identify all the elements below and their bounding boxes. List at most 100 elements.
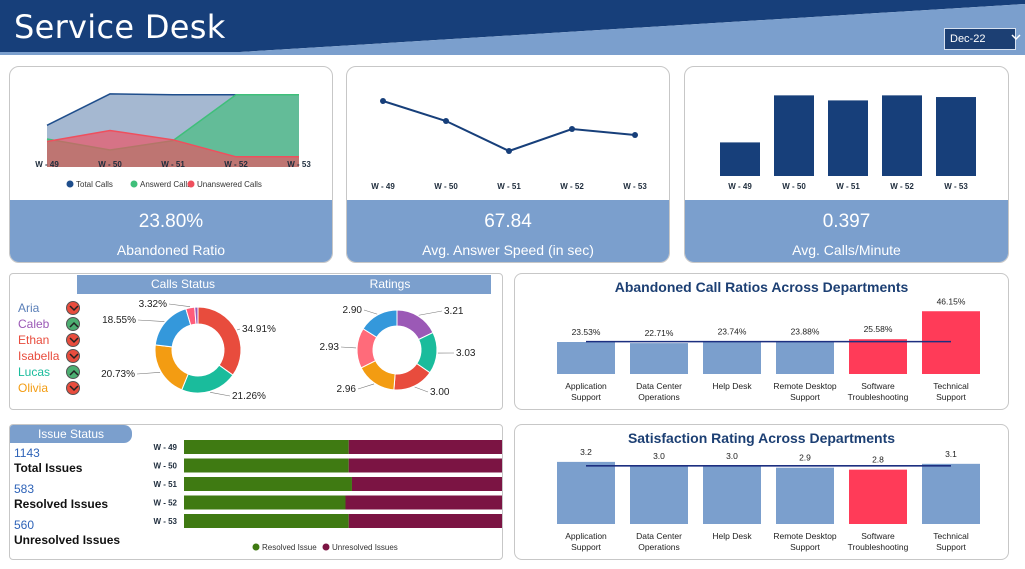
trend-up-icon [66, 365, 80, 379]
kpi-label: Avg. Answer Speed (in sec) [422, 242, 594, 258]
stacked-bar-segment [184, 514, 349, 528]
slice-leader [340, 346, 357, 349]
x-tick-label: W - 52 [890, 182, 914, 191]
slice-leader [137, 319, 165, 322]
agent-name: Caleb [18, 317, 50, 331]
bar [720, 142, 760, 176]
bar-value-label: 25.58% [864, 324, 893, 334]
stacked-bar-segment [184, 495, 346, 510]
slice-leader [357, 383, 375, 390]
abandoned-dept-panel: Abandoned Call Ratios Across Departments… [514, 273, 1009, 410]
line-series [382, 100, 636, 153]
bar [882, 95, 922, 176]
kpi-label: Avg. Calls/Minute [792, 242, 901, 258]
header-banner: Service Desk Dec-22 [0, 0, 1025, 55]
slice-leader [136, 372, 161, 375]
area-series-fill [47, 130, 299, 167]
stacked-bar-segment [184, 458, 349, 473]
bar-value-label: 23.53% [572, 327, 601, 337]
trend-up-icon [66, 317, 80, 331]
line-point [380, 98, 386, 104]
answer-speed-line-chart: W - 49 W - 50 W - 51 W - 52 W - 53 [371, 98, 647, 191]
bar [557, 461, 615, 524]
donut-slice [181, 364, 234, 394]
abandoned-ratio-card: W - 49 W - 50 W - 51 W - 52 W - 53 Total Call… [9, 66, 333, 263]
slice-label: 18.55% [102, 315, 136, 326]
x-tick-label: W - 53 [623, 182, 647, 191]
bar-value-label: 2.9 [799, 453, 811, 463]
area-series-fill [47, 94, 299, 167]
bar [849, 339, 907, 374]
slice-leader [414, 386, 429, 393]
unresolved-issues-label: Unresolved Issues [14, 533, 121, 547]
stacked-bar-segment [345, 495, 502, 510]
calls-per-minute-bar-chart: W - 49 W - 50 W - 51 W - 52 W - 53 [720, 95, 976, 191]
bar [776, 467, 834, 524]
list-item: Lucas [18, 364, 90, 380]
stacked-bar-segment [351, 477, 502, 491]
kpi-value: 0.397 [822, 211, 871, 232]
bar-value-label: 3.1 [945, 449, 957, 459]
total-issues-value: 1143 [14, 446, 40, 460]
bar [776, 341, 834, 374]
bar-value-label: 3.0 [653, 451, 665, 461]
x-tick-label: W - 50 [434, 182, 458, 191]
ratings-donut: 3.21 3.03 3.00 2.96 2.93 2.90 [320, 305, 476, 398]
slice-label: 2.96 [337, 384, 357, 395]
trend-down-icon [66, 381, 80, 395]
x-tick-label: W - 49 [35, 160, 59, 169]
legend-label: Answerd Calls [140, 180, 191, 189]
agent-name: Lucas [18, 365, 51, 379]
bar [922, 463, 980, 524]
calls-status-donut: 34.91% 21.26% 20.73% 18.55%3.32% [101, 299, 276, 402]
x-tick-label: W - 51 [836, 182, 860, 191]
y-tick-label: W - 49 [153, 443, 177, 452]
bar-value-label: 23.74% [718, 327, 747, 337]
list-item: Caleb [18, 316, 90, 332]
legend-label: Total Calls [76, 180, 113, 189]
legend-marker [187, 180, 195, 188]
x-tick-label: W - 53 [287, 160, 311, 169]
y-tick-label: W - 52 [153, 499, 177, 508]
resolved-issues-value: 583 [14, 482, 35, 496]
trend-down-icon [66, 349, 80, 363]
list-item: Aria [18, 300, 90, 316]
issue-status-bar-chart: W - 49 W - 50 W - 51 W - 52 W - 53 Resolved I… [153, 440, 502, 552]
stacked-bar-segment [348, 514, 502, 528]
slice-leader [363, 309, 378, 315]
header-background [0, 0, 1025, 55]
page-title: Service Desk [14, 8, 226, 46]
x-category-label: Help Desk [712, 381, 752, 391]
agent-name: Isabella [18, 349, 60, 363]
bar-value-label: 3.0 [726, 451, 738, 461]
list-item: Olivia [18, 380, 90, 396]
calls-area-chart: W - 49 W - 50 W - 51 W - 52 W - 53 Total Call… [35, 93, 311, 189]
x-tick-label: W - 52 [224, 160, 248, 169]
stacked-bar-segment [184, 440, 349, 454]
y-tick-label: W - 51 [153, 480, 177, 489]
calls-per-minute-kpi: 0.397 Avg. Calls/Minute [685, 200, 1008, 262]
bar-value-label: 22.71% [645, 328, 674, 338]
abandoned-dept-bar-chart: 23.53% 22.71% 23.74% 23.88% 25.58% 46.15% Appl… [557, 298, 980, 402]
panel-title: Abandoned Call Ratios Across Departments [614, 279, 909, 295]
slice-leader [418, 310, 443, 316]
x-tick-label: W - 50 [782, 182, 806, 191]
legend-marker [66, 180, 74, 188]
stacked-bar-segment [348, 440, 502, 454]
month-dropdown[interactable]: Dec-22 [944, 28, 1021, 50]
y-tick-label: W - 53 [153, 517, 177, 526]
x-category-label: Data Center Operations [636, 381, 682, 402]
bar [557, 341, 615, 374]
slice-label: 3.00 [430, 387, 450, 398]
resolved-issues-label: Resolved Issues [14, 497, 109, 511]
x-tick-label: W - 51 [497, 182, 521, 191]
kpi-value: 67.84 [484, 211, 532, 232]
agent-name: Olivia [18, 381, 49, 395]
x-category-label: Technical Support [933, 381, 969, 402]
bar [828, 100, 868, 176]
line-point [506, 148, 512, 154]
calls-ratings-panel: Calls Status Ratings Aria Caleb Ethan Is… [9, 273, 503, 410]
legend-marker [130, 180, 138, 188]
bar [630, 343, 688, 374]
x-category-label: Technical Support [933, 531, 969, 552]
